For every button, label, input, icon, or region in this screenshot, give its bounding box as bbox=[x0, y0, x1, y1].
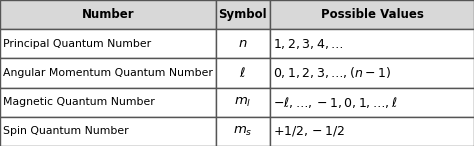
Text: $0, 1, 2, 3, \ldots, (n-1)$: $0, 1, 2, 3, \ldots, (n-1)$ bbox=[273, 66, 392, 80]
Bar bbox=[216, 88, 270, 117]
Text: $\ell$: $\ell$ bbox=[239, 66, 246, 80]
Bar bbox=[216, 29, 270, 58]
Bar bbox=[270, 29, 474, 58]
Bar bbox=[0, 0, 216, 29]
Bar bbox=[0, 58, 216, 88]
Bar bbox=[270, 0, 474, 29]
Text: Magnetic Quantum Number: Magnetic Quantum Number bbox=[3, 97, 155, 107]
Text: $1, 2, 3, 4, \ldots$: $1, 2, 3, 4, \ldots$ bbox=[273, 37, 344, 51]
Bar bbox=[270, 117, 474, 146]
Text: $m_s$: $m_s$ bbox=[233, 125, 253, 138]
Text: Principal Quantum Number: Principal Quantum Number bbox=[3, 39, 151, 49]
Bar bbox=[0, 88, 216, 117]
Bar bbox=[216, 58, 270, 88]
Bar bbox=[270, 58, 474, 88]
Text: $n$: $n$ bbox=[238, 37, 248, 50]
Text: $+1/2, -1/2$: $+1/2, -1/2$ bbox=[273, 124, 346, 138]
Text: Spin Quantum Number: Spin Quantum Number bbox=[3, 126, 128, 136]
Bar bbox=[216, 117, 270, 146]
Text: $m_l$: $m_l$ bbox=[234, 96, 252, 109]
Text: $-\ell, \ldots, -1, 0, 1, \ldots, \ell$: $-\ell, \ldots, -1, 0, 1, \ldots, \ell$ bbox=[273, 95, 398, 110]
Text: Angular Momentum Quantum Number: Angular Momentum Quantum Number bbox=[3, 68, 213, 78]
Text: Symbol: Symbol bbox=[219, 8, 267, 21]
Bar bbox=[0, 117, 216, 146]
Bar bbox=[0, 29, 216, 58]
Bar bbox=[216, 0, 270, 29]
Bar bbox=[270, 88, 474, 117]
Text: Number: Number bbox=[82, 8, 134, 21]
Text: Possible Values: Possible Values bbox=[320, 8, 424, 21]
